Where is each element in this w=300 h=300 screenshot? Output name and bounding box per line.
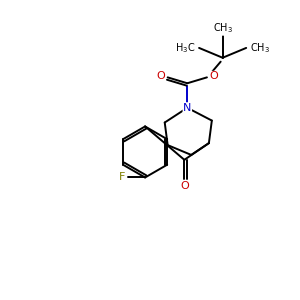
Text: F: F [119,172,126,182]
Text: CH$_3$: CH$_3$ [213,21,232,35]
Text: O: O [180,181,189,191]
Text: H$_3$C: H$_3$C [175,41,196,55]
Text: CH$_3$: CH$_3$ [250,41,270,55]
Text: N: N [183,103,191,113]
Text: O: O [209,71,218,81]
Text: O: O [156,71,165,81]
